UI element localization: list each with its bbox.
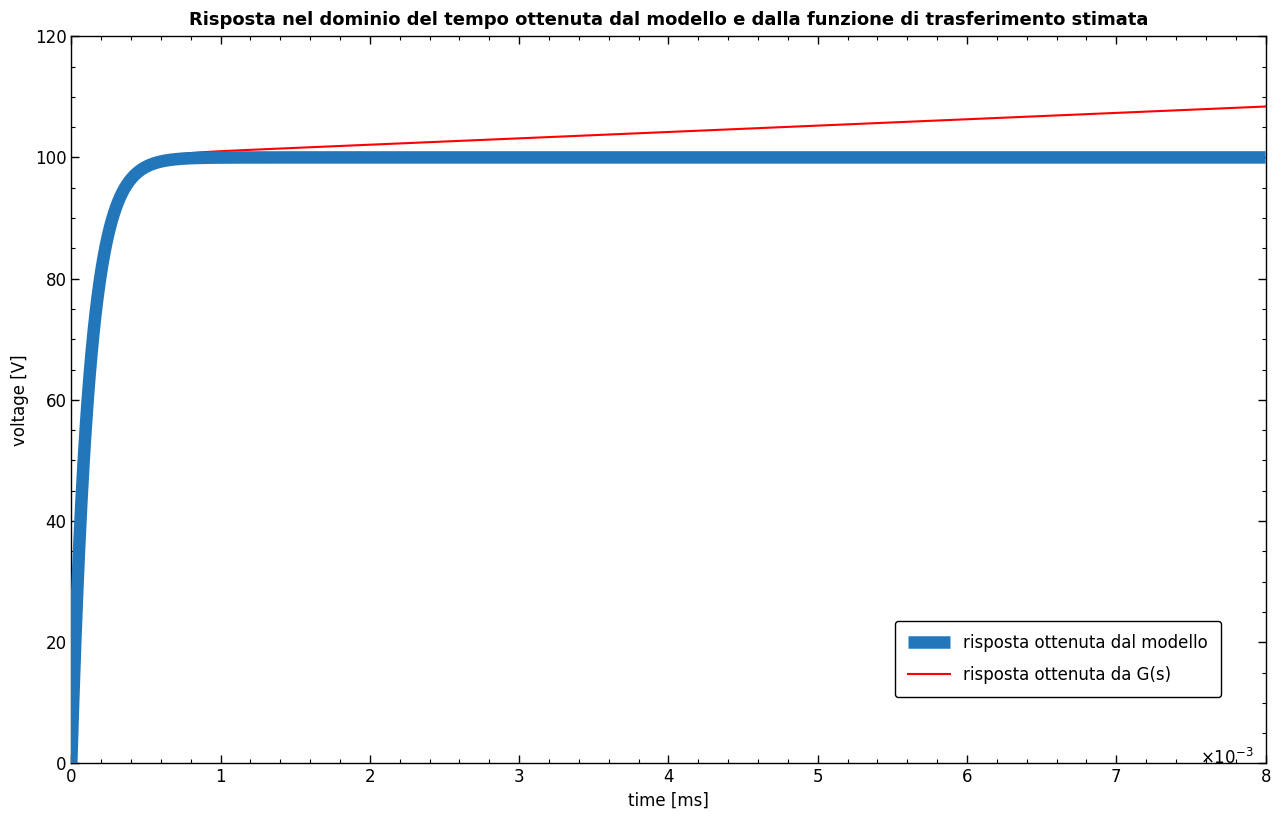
Text: $\times10^{-3}$: $\times10^{-3}$ bbox=[1200, 748, 1254, 768]
risposta ottenuta dal modello bbox=[647, 153, 663, 163]
Line: risposta ottenuta da G(s): risposta ottenuta da G(s) bbox=[72, 107, 1265, 764]
risposta ottenuta dal modello bbox=[1258, 153, 1273, 163]
risposta ottenuta dal modello bbox=[297, 153, 313, 163]
X-axis label: time [ms]: time [ms] bbox=[628, 792, 709, 810]
risposta ottenuta dal modello bbox=[135, 163, 150, 173]
risposta ottenuta da G(s) bbox=[647, 127, 663, 137]
Line: risposta ottenuta dal modello: risposta ottenuta dal modello bbox=[72, 158, 1265, 764]
risposta ottenuta da G(s) bbox=[69, 601, 85, 611]
risposta ottenuta da G(s) bbox=[135, 161, 150, 171]
risposta ottenuta da G(s) bbox=[64, 759, 79, 768]
risposta ottenuta dal modello bbox=[113, 190, 128, 200]
risposta ottenuta da G(s) bbox=[1195, 104, 1210, 114]
risposta ottenuta da G(s) bbox=[1258, 102, 1273, 112]
risposta ottenuta da G(s) bbox=[297, 143, 313, 153]
risposta ottenuta dal modello bbox=[1195, 153, 1210, 163]
Title: Risposta nel dominio del tempo ottenuta dal modello e dalla funzione di trasferi: Risposta nel dominio del tempo ottenuta … bbox=[188, 11, 1149, 29]
risposta ottenuta dal modello bbox=[735, 153, 750, 163]
risposta ottenuta dal modello bbox=[69, 602, 85, 612]
Y-axis label: voltage [V]: voltage [V] bbox=[12, 354, 29, 446]
risposta ottenuta dal modello bbox=[64, 759, 79, 768]
Legend: risposta ottenuta dal modello, risposta ottenuta da G(s): risposta ottenuta dal modello, risposta … bbox=[895, 621, 1222, 697]
risposta ottenuta da G(s) bbox=[113, 189, 128, 199]
